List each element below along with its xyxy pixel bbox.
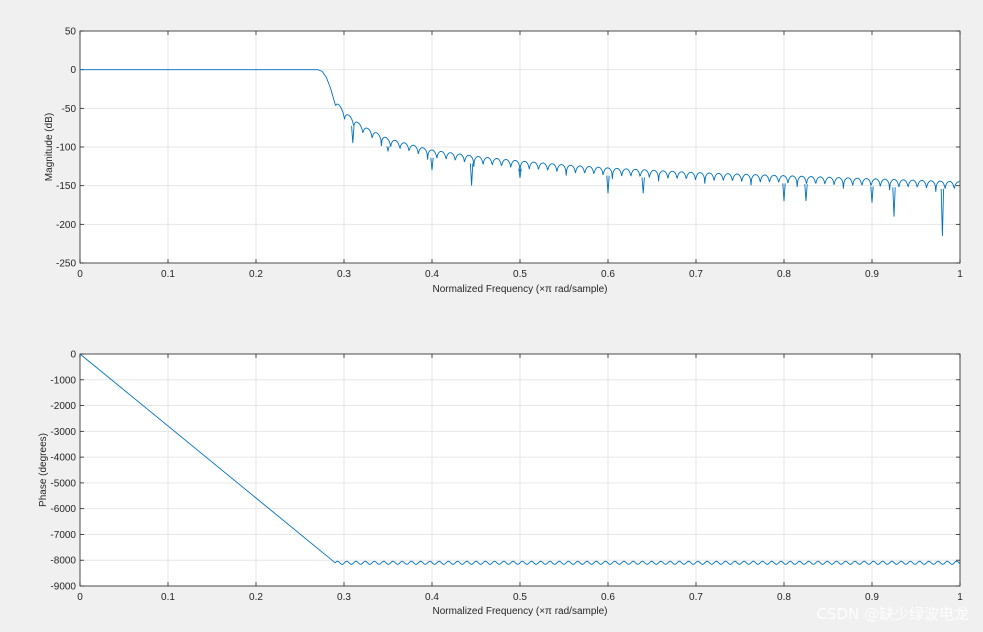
y-tick-label: -5000 bbox=[50, 478, 76, 489]
x-tick-label: 0.1 bbox=[161, 592, 175, 603]
y-tick-label: -8000 bbox=[50, 556, 76, 567]
phase-plot: 0 0.1 0.2 0.3 0.4 0.5 0.6 0.7 0.8 0.9 1 0 -1000 -2000… bbox=[38, 350, 963, 618]
x-tick-label: 0.2 bbox=[249, 269, 263, 280]
phase-line bbox=[79, 353, 961, 565]
x-tick-label: 1 bbox=[957, 592, 963, 603]
x-tick-label: 0.8 bbox=[777, 592, 791, 603]
x-tick-label: 0 bbox=[77, 269, 83, 280]
y-tick-label: -3000 bbox=[50, 427, 76, 438]
y-tick-label: -4000 bbox=[50, 453, 76, 464]
y-tick-label: -1000 bbox=[50, 375, 76, 386]
x-tick-label: 1 bbox=[957, 269, 963, 280]
x-tick-label: 0.9 bbox=[865, 269, 879, 280]
x-tick-label: 0.3 bbox=[337, 269, 351, 280]
y-tick-label: 0 bbox=[70, 350, 76, 361]
y-tick-label: -200 bbox=[56, 220, 76, 231]
x-tick-label: 0.8 bbox=[777, 269, 791, 280]
y-axis-label: Magnitude (dB) bbox=[44, 113, 55, 181]
x-tick-label: 0.6 bbox=[601, 269, 615, 280]
x-tick-label: 0.1 bbox=[161, 269, 175, 280]
magnitude-line bbox=[80, 69, 961, 192]
x-tick-label: 0.7 bbox=[689, 592, 703, 603]
x-tick-label: 0 bbox=[77, 592, 83, 603]
y-tick-label: -2000 bbox=[50, 401, 76, 412]
y-tick-label: -250 bbox=[56, 259, 76, 270]
magnitude-notch bbox=[782, 183, 786, 202]
y-tick-label: 0 bbox=[70, 65, 76, 76]
x-tick-label: 0.7 bbox=[689, 269, 703, 280]
x-tick-label: 0.3 bbox=[337, 592, 351, 603]
x-tick-label: 0.5 bbox=[513, 269, 527, 280]
y-axis-label: Phase (degrees) bbox=[38, 433, 49, 507]
magnitude-notch bbox=[940, 188, 945, 236]
magnitude-notch bbox=[386, 146, 390, 153]
x-tick-label: 0.5 bbox=[513, 592, 527, 603]
x-tick-label: 0.4 bbox=[425, 592, 439, 603]
y-tick-label: -9000 bbox=[50, 582, 76, 593]
y-tick-label: 50 bbox=[65, 27, 77, 38]
magnitude-plot: 0 0.1 0.2 0.3 0.4 0.5 0.6 0.7 0.8 0.9 1 50 0 -50 -100 -… bbox=[44, 27, 963, 296]
magnitude-notch bbox=[606, 175, 610, 194]
magnitude-notch bbox=[430, 157, 434, 171]
y-tick-label: -6000 bbox=[50, 504, 76, 515]
magnitude-notch bbox=[351, 126, 355, 144]
magnitude-notch bbox=[892, 187, 896, 217]
watermark: CSDN @缺少绿波电龙 bbox=[816, 605, 969, 623]
y-tick-label: -50 bbox=[62, 104, 77, 115]
magnitude-notch bbox=[469, 163, 474, 186]
x-tick-label: 0.4 bbox=[425, 269, 439, 280]
y-tick-label: -150 bbox=[56, 181, 76, 192]
x-tick-label: 0.6 bbox=[601, 592, 615, 603]
x-axis-label: Normalized Frequency (×π rad/sample) bbox=[432, 284, 607, 295]
magnitude-notch bbox=[804, 184, 808, 202]
y-tick-label: -100 bbox=[56, 143, 76, 154]
magnitude-notch bbox=[870, 186, 874, 203]
y-tick-label: -7000 bbox=[50, 530, 76, 541]
magnitude-notch bbox=[641, 177, 645, 194]
magnitude-notch bbox=[518, 168, 522, 178]
x-axis-label: Normalized Frequency (×π rad/sample) bbox=[432, 606, 607, 617]
x-tick-label: 0.2 bbox=[249, 592, 263, 603]
x-tick-label: 0.9 bbox=[865, 592, 879, 603]
